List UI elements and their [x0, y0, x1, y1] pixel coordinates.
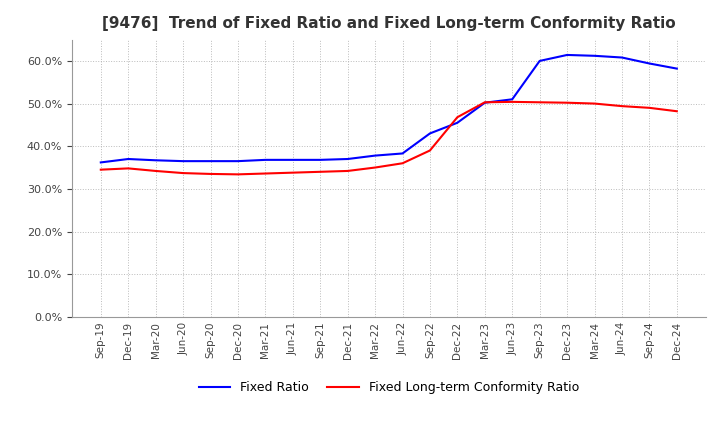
Fixed Ratio	[508, 97, 516, 102]
Fixed Long-term Conformity Ratio	[672, 109, 681, 114]
Fixed Ratio	[261, 157, 270, 162]
Fixed Long-term Conformity Ratio	[261, 171, 270, 176]
Fixed Ratio	[343, 156, 352, 161]
Fixed Long-term Conformity Ratio	[343, 169, 352, 174]
Fixed Long-term Conformity Ratio	[563, 100, 572, 105]
Fixed Ratio	[645, 61, 654, 66]
Fixed Long-term Conformity Ratio	[618, 103, 626, 109]
Fixed Long-term Conformity Ratio	[508, 99, 516, 105]
Fixed Ratio	[426, 131, 434, 136]
Fixed Ratio	[316, 157, 325, 162]
Fixed Long-term Conformity Ratio	[398, 161, 407, 166]
Fixed Ratio	[179, 158, 187, 164]
Fixed Long-term Conformity Ratio	[179, 170, 187, 176]
Fixed Ratio	[233, 158, 242, 164]
Fixed Long-term Conformity Ratio	[151, 169, 160, 174]
Fixed Long-term Conformity Ratio	[206, 171, 215, 176]
Fixed Ratio	[206, 158, 215, 164]
Fixed Ratio	[672, 66, 681, 71]
Fixed Ratio	[96, 160, 105, 165]
Fixed Ratio	[398, 151, 407, 156]
Fixed Long-term Conformity Ratio	[316, 169, 325, 174]
Fixed Ratio	[590, 53, 599, 59]
Fixed Long-term Conformity Ratio	[289, 170, 297, 175]
Fixed Ratio	[480, 100, 489, 105]
Line: Fixed Ratio: Fixed Ratio	[101, 55, 677, 162]
Fixed Long-term Conformity Ratio	[590, 101, 599, 106]
Fixed Long-term Conformity Ratio	[96, 167, 105, 172]
Fixed Ratio	[371, 153, 379, 158]
Fixed Long-term Conformity Ratio	[371, 165, 379, 170]
Fixed Ratio	[453, 120, 462, 125]
Fixed Long-term Conformity Ratio	[536, 99, 544, 105]
Fixed Ratio	[536, 58, 544, 63]
Fixed Ratio	[618, 55, 626, 60]
Fixed Long-term Conformity Ratio	[453, 114, 462, 120]
Fixed Long-term Conformity Ratio	[124, 166, 132, 171]
Fixed Ratio	[124, 156, 132, 161]
Fixed Ratio	[289, 157, 297, 162]
Line: Fixed Long-term Conformity Ratio: Fixed Long-term Conformity Ratio	[101, 102, 677, 174]
Fixed Ratio	[151, 158, 160, 163]
Fixed Long-term Conformity Ratio	[480, 99, 489, 105]
Fixed Long-term Conformity Ratio	[645, 105, 654, 110]
Title: [9476]  Trend of Fixed Ratio and Fixed Long-term Conformity Ratio: [9476] Trend of Fixed Ratio and Fixed Lo…	[102, 16, 675, 32]
Legend: Fixed Ratio, Fixed Long-term Conformity Ratio: Fixed Ratio, Fixed Long-term Conformity …	[194, 376, 584, 399]
Fixed Long-term Conformity Ratio	[426, 148, 434, 153]
Fixed Ratio	[563, 52, 572, 58]
Fixed Long-term Conformity Ratio	[233, 172, 242, 177]
